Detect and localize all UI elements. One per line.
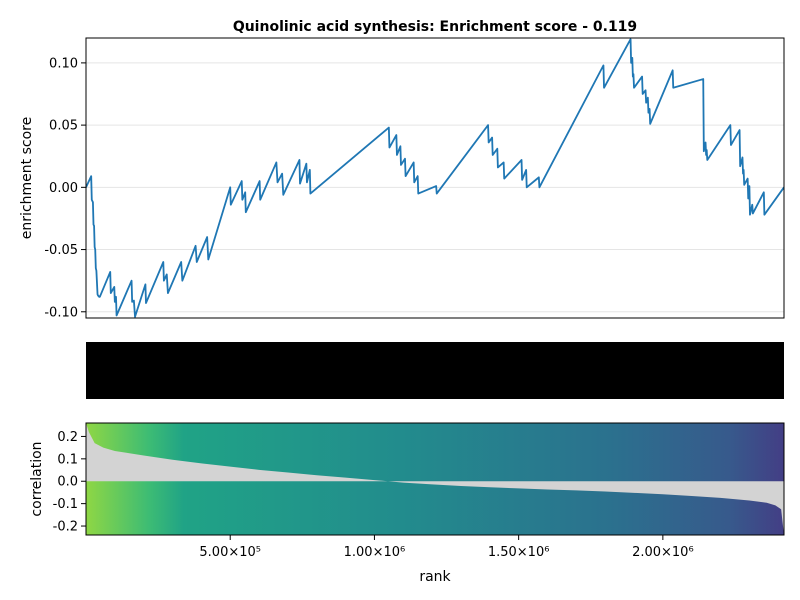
y-tick-label: 0.2 [57,430,78,445]
x-tick-label: 1.50×10⁶ [488,545,550,560]
hits-bar [86,342,784,399]
correlation-y-axis-label: correlation [29,441,45,516]
enrichment-score-line [86,38,784,318]
chart-title: Quinolinic acid synthesis: Enrichment sc… [233,19,637,35]
y-tick-label: 0.05 [49,119,78,134]
y-tick-label: -0.05 [44,243,78,258]
enrichment-y-ticks: -0.10 -0.05 0.00 0.05 0.10 [44,56,86,320]
x-tick-label: 2.00×10⁶ [632,545,694,560]
x-tick-label: 5.00×10⁵ [199,545,261,560]
y-tick-label: -0.10 [44,305,78,320]
hits-panel [86,342,784,399]
y-tick-label: -0.2 [53,520,78,535]
enrichment-plot-area [86,38,784,318]
correlation-frame [85,422,785,536]
correlation-panel: 0.2 0.1 0.0 -0.1 -0.2 5.00×10⁵ 1.00×10⁶ 1.50×1… [29,422,785,585]
y-tick-label: 0.00 [49,181,78,196]
enrichment-panel: -0.10 -0.05 0.00 0.05 0.10 enrichment score [19,37,785,320]
correlation-y-ticks: 0.2 0.1 0.0 -0.1 -0.2 [53,430,86,535]
y-tick-label: -0.1 [53,497,78,512]
y-tick-label: 0.0 [57,475,78,490]
y-tick-label: 0.10 [49,56,78,71]
enrichment-y-axis-label: enrichment score [19,117,35,239]
x-tick-label: 1.00×10⁶ [344,545,406,560]
correlation-area [86,423,784,535]
correlation-x-ticks: 5.00×10⁵ 1.00×10⁶ 1.50×10⁶ 2.00×10⁶ [199,535,694,560]
x-axis-label: rank [419,569,451,585]
y-tick-label: 0.1 [57,452,78,467]
enrichment-frame [85,37,785,319]
